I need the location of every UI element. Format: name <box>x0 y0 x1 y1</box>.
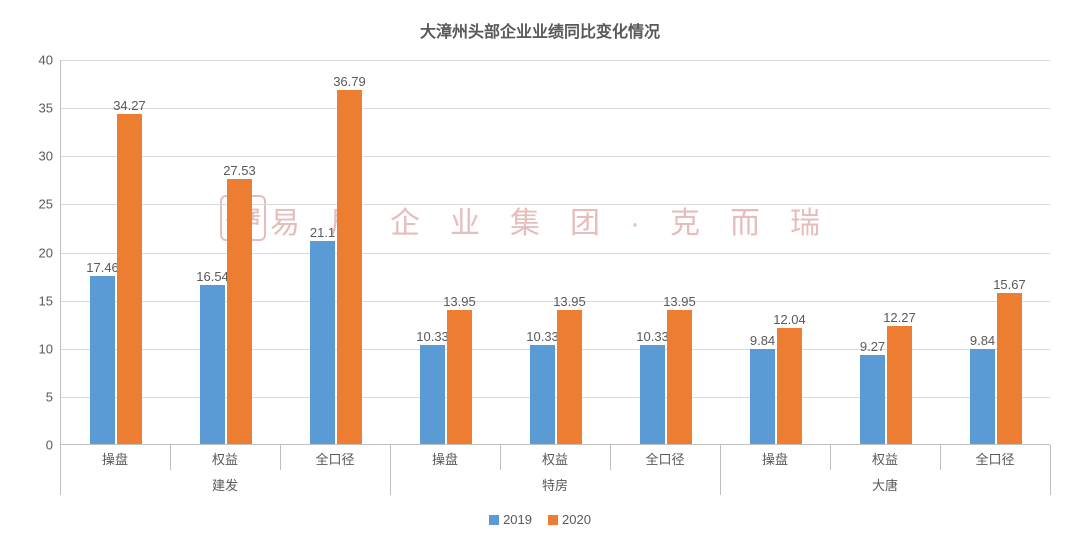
bar-value-label: 36.79 <box>333 74 366 89</box>
x-divider-group <box>60 445 61 495</box>
bar-value-label: 10.33 <box>636 329 669 344</box>
legend-label: 2020 <box>562 512 591 527</box>
y-tick-label: 20 <box>21 245 53 260</box>
x-subgroup-label: 操盘 <box>432 449 458 468</box>
y-tick-label: 35 <box>21 101 53 116</box>
bar-2020 <box>117 114 142 444</box>
bar-value-label: 9.27 <box>860 339 885 354</box>
bar-value-label: 9.84 <box>970 333 995 348</box>
y-tick-label: 25 <box>21 197 53 212</box>
bar-2019 <box>310 241 335 444</box>
bar-value-label: 15.67 <box>993 277 1026 292</box>
bar-value-label: 21.1 <box>310 225 335 240</box>
chart-title: 大漳州头部企业业绩同比变化情况 <box>0 0 1080 42</box>
x-subgroup-label: 全口径 <box>645 449 684 468</box>
bar-2020 <box>227 179 252 444</box>
x-divider-group <box>1050 445 1051 495</box>
chart-container: 大漳州头部企业业绩同比变化情况 易居 易居企业集团·克而瑞 0510152025… <box>0 0 1080 545</box>
bars-layer: 17.46 34.27 16.54 27.53 21.1 36.79 10.33 13.95 1… <box>61 60 1050 444</box>
y-tick-label: 30 <box>21 149 53 164</box>
bar-value-label: 13.95 <box>663 294 696 309</box>
x-group-label: 建发 <box>212 475 238 494</box>
x-subgroup-label: 权益 <box>872 449 898 468</box>
bar-value-label: 12.27 <box>883 310 916 325</box>
bar-value-label: 10.33 <box>416 329 449 344</box>
x-divider-group <box>720 445 721 495</box>
x-subgroup-label: 全口径 <box>315 449 354 468</box>
bar-2020 <box>667 310 692 444</box>
legend-swatch <box>548 515 558 525</box>
legend-swatch <box>489 515 499 525</box>
x-group-label: 大唐 <box>872 475 898 494</box>
bar-value-label: 9.84 <box>750 333 775 348</box>
x-subgroup-label: 操盘 <box>102 449 128 468</box>
x-subgroup-label: 操盘 <box>762 449 788 468</box>
x-subgroup-label: 权益 <box>212 449 238 468</box>
bar-2019 <box>640 345 665 444</box>
bar-2019 <box>90 276 115 444</box>
bar-value-label: 17.46 <box>86 260 119 275</box>
y-tick-label: 40 <box>21 53 53 68</box>
bar-2020 <box>887 326 912 444</box>
bar-2019 <box>970 349 995 444</box>
bar-value-label: 34.27 <box>113 98 146 113</box>
bar-value-label: 12.04 <box>773 312 806 327</box>
y-tick-label: 5 <box>21 389 53 404</box>
x-subgroup-label: 权益 <box>542 449 568 468</box>
bar-2019 <box>420 345 445 444</box>
bar-2020 <box>557 310 582 444</box>
bar-2019 <box>860 355 885 444</box>
x-divider-sub <box>940 445 941 470</box>
bar-value-label: 13.95 <box>443 294 476 309</box>
x-subgroup-label: 全口径 <box>975 449 1014 468</box>
x-axis: 操盘 权益 全口径建发 操盘 权益 全口径特房 操盘 权益 全口径大唐 <box>60 445 1050 510</box>
x-group-label: 特房 <box>542 475 568 494</box>
bar-value-label: 16.54 <box>196 269 229 284</box>
bar-2020 <box>337 90 362 444</box>
legend: 2019 2020 <box>0 512 1080 528</box>
bar-2020 <box>777 328 802 444</box>
bar-value-label: 10.33 <box>526 329 559 344</box>
legend-item: 2019 <box>489 512 532 527</box>
bar-2020 <box>447 310 472 444</box>
x-divider-sub <box>610 445 611 470</box>
bar-2019 <box>750 349 775 444</box>
x-divider-sub <box>500 445 501 470</box>
bar-2019 <box>530 345 555 444</box>
legend-label: 2019 <box>503 512 532 527</box>
bar-value-label: 27.53 <box>223 163 256 178</box>
plot-area: 0510152025303540 17.4634.2716.5427.5321.… <box>60 60 1050 445</box>
bar-2019 <box>200 285 225 444</box>
y-tick-label: 15 <box>21 293 53 308</box>
bar-value-label: 13.95 <box>553 294 586 309</box>
y-tick-label: 0 <box>21 438 53 453</box>
x-divider-group <box>390 445 391 495</box>
y-tick-label: 10 <box>21 341 53 356</box>
x-divider-sub <box>170 445 171 470</box>
legend-item: 2020 <box>548 512 591 527</box>
x-divider-sub <box>830 445 831 470</box>
bar-2020 <box>997 293 1022 444</box>
x-divider-sub <box>280 445 281 470</box>
